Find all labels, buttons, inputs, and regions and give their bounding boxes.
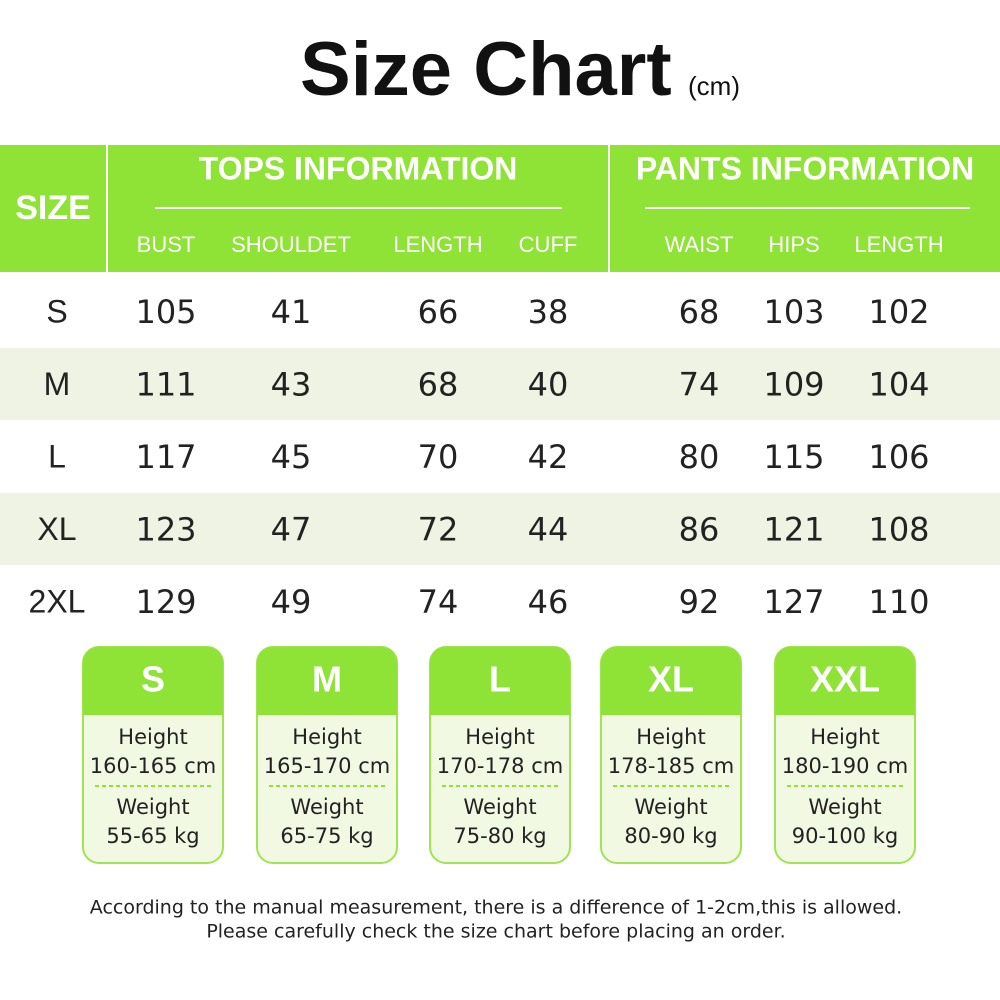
column-header: WAIST <box>665 232 734 257</box>
cell: 47 <box>271 511 312 549</box>
cell: 121 <box>763 511 824 549</box>
cell: 106 <box>868 438 929 476</box>
cell: 41 <box>271 293 312 331</box>
cell: 46 <box>528 583 569 621</box>
note: Please carefully check the size chart be… <box>206 921 785 943</box>
cell: 111 <box>135 366 196 404</box>
group-title: TOPS INFORMATION <box>199 150 518 186</box>
card-size: S <box>141 659 165 700</box>
height-value: 165-170 cm <box>264 754 390 778</box>
weight-label: Weight <box>463 795 536 819</box>
cell: 105 <box>135 293 196 331</box>
weight-value: 65-75 kg <box>280 824 373 848</box>
cell: 74 <box>418 583 459 621</box>
cell: 86 <box>679 511 720 549</box>
size-label: M <box>44 366 71 402</box>
column-header: CUFF <box>519 232 578 257</box>
column-header: LENGTH <box>393 232 482 257</box>
group-title: PANTS INFORMATION <box>636 150 974 186</box>
weight-label: Weight <box>808 795 881 819</box>
card-size: XXL <box>810 659 880 700</box>
size-header: SIZE <box>15 189 91 227</box>
card-header <box>775 647 915 715</box>
cell: 49 <box>271 583 312 621</box>
weight-value: 55-65 kg <box>106 824 199 848</box>
cell: 70 <box>418 438 459 476</box>
note: According to the manual measurement, the… <box>90 897 902 919</box>
height-value: 170-178 cm <box>437 754 563 778</box>
cell: 92 <box>679 583 720 621</box>
cell: 129 <box>135 583 196 621</box>
column-header: LENGTH <box>854 232 943 257</box>
row-band <box>0 348 1000 420</box>
column-header: HIPS <box>768 232 819 257</box>
cell: 108 <box>868 511 929 549</box>
cell: 68 <box>679 293 720 331</box>
cell: 43 <box>271 366 312 404</box>
column-header: BUST <box>137 232 196 257</box>
unit: (cm) <box>688 71 740 101</box>
card-size: M <box>312 659 342 700</box>
cell: 72 <box>418 511 459 549</box>
cell: 80 <box>679 438 720 476</box>
cell: 123 <box>135 511 196 549</box>
cell: 103 <box>763 293 824 331</box>
weight-label: Weight <box>634 795 707 819</box>
cell: 40 <box>528 366 569 404</box>
height-value: 160-165 cm <box>90 754 216 778</box>
cell: 104 <box>868 366 929 404</box>
cell: 66 <box>418 293 459 331</box>
title: Size Chart <box>300 27 672 112</box>
height-label: Height <box>636 725 705 749</box>
cell: 115 <box>763 438 824 476</box>
size-label: S <box>46 293 67 329</box>
cell: 68 <box>418 366 459 404</box>
weight-value: 90-100 kg <box>792 824 899 848</box>
size-label: L <box>48 438 66 474</box>
size-label: 2XL <box>29 583 86 619</box>
card-size: XL <box>648 659 694 700</box>
cell: 74 <box>679 366 720 404</box>
cell: 42 <box>528 438 569 476</box>
height-label: Height <box>292 725 361 749</box>
content: SIZE TOPS INFORMATION BUST SHOULDET LENGTH CU… <box>15 150 974 942</box>
card-size: L <box>489 659 511 700</box>
cell: 44 <box>528 511 569 549</box>
card-header <box>601 647 741 715</box>
cell: 38 <box>528 293 569 331</box>
cell: 110 <box>868 583 929 621</box>
column-header: SHOULDET <box>231 232 351 257</box>
height-label: Height <box>810 725 879 749</box>
weight-label: Weight <box>116 795 189 819</box>
cell: 127 <box>763 583 824 621</box>
card-header <box>83 647 223 715</box>
height-label: Height <box>465 725 534 749</box>
row-band <box>0 493 1000 565</box>
cell: 45 <box>271 438 312 476</box>
weight-label: Weight <box>290 795 363 819</box>
card-header <box>257 647 397 715</box>
cell: 109 <box>763 366 824 404</box>
weight-value: 75-80 kg <box>453 824 546 848</box>
height-label: Height <box>118 725 187 749</box>
cell: 102 <box>868 293 929 331</box>
cell: 117 <box>135 438 196 476</box>
size-label: XL <box>37 511 76 547</box>
card-header <box>430 647 570 715</box>
height-value: 180-190 cm <box>782 754 908 778</box>
weight-value: 80-90 kg <box>624 824 717 848</box>
height-value: 178-185 cm <box>608 754 734 778</box>
